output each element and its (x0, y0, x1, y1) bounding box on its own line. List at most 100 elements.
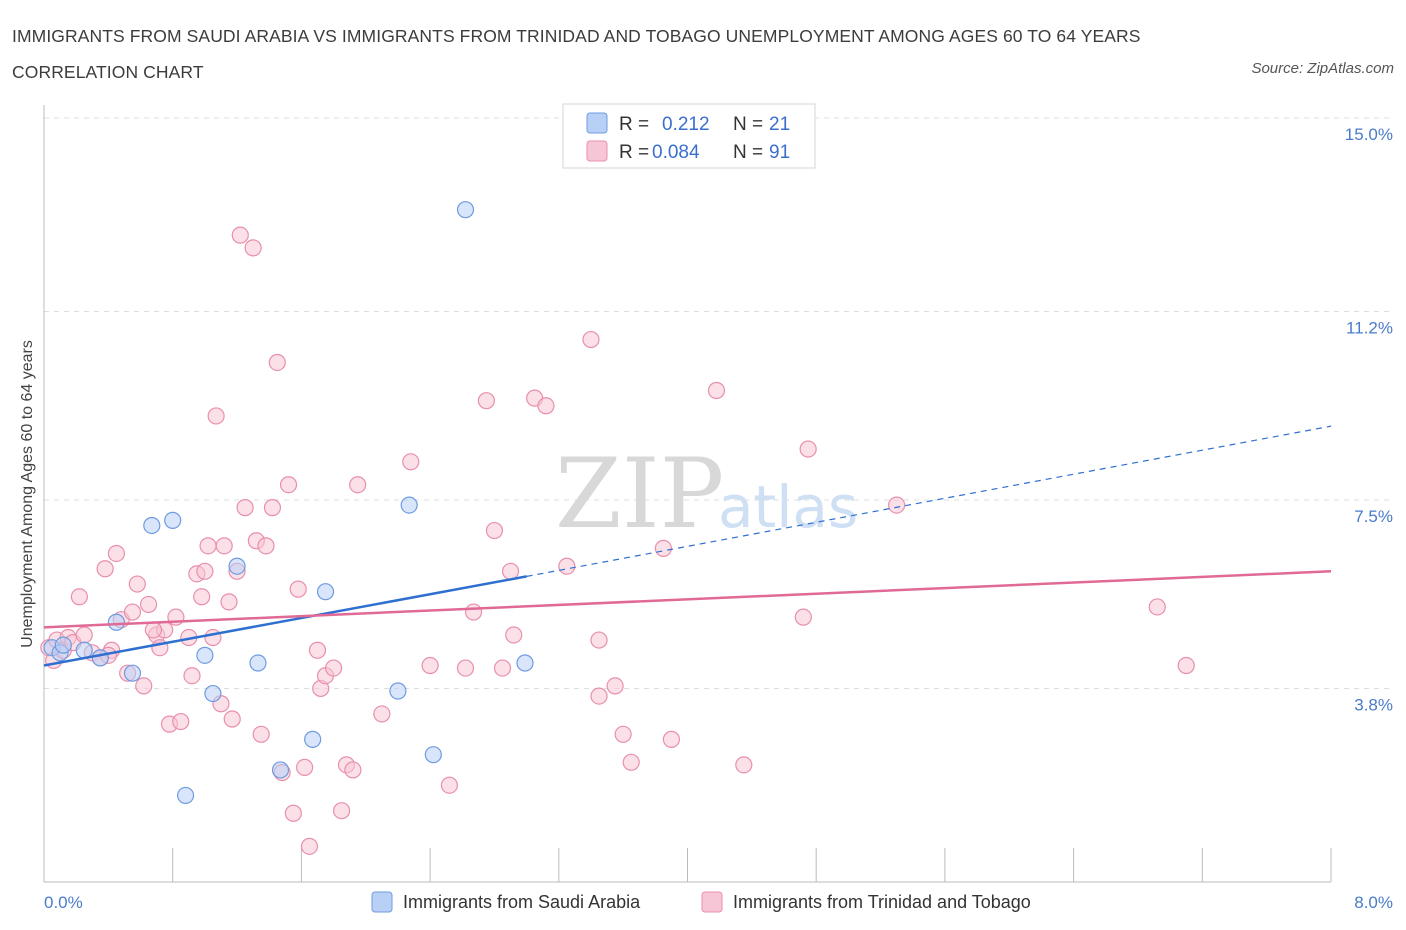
trinidad-point-70 (505, 626, 523, 644)
trinidad-point-85 (888, 496, 906, 514)
trinidad-point-17 (135, 677, 153, 695)
trinidad-point-35 (220, 593, 238, 611)
bottom-legend-label-saudi: Immigrants from Saudi Arabia (403, 892, 641, 912)
stats-n-label-2: N = (733, 142, 763, 163)
chart-title: IMMIGRANTS FROM SAUDI ARABIA VS IMMIGRAN… (12, 26, 1141, 82)
trinidad-point-51 (300, 837, 319, 855)
y-tick-label-0: 3.8% (1354, 695, 1393, 714)
stats-legend-swatch-pink (586, 140, 608, 162)
source-label: Source: ZipAtlas.com (1251, 60, 1394, 77)
trinidad-point-42 (252, 725, 270, 743)
bottom-legend-swatch-pink (701, 891, 723, 913)
trinidad-point-76 (606, 677, 624, 695)
bottom-legend-swatch-blue (371, 891, 393, 913)
trinidad-point-86 (1148, 598, 1166, 616)
trinidad-point-69 (501, 562, 520, 580)
stats-legend: R = 0.212 N = 21 R = 0.084 N = 91 (562, 103, 816, 169)
trinidad-point-12 (107, 544, 125, 563)
saudi-point-7 (143, 516, 161, 535)
trinidad-point-67 (485, 521, 504, 540)
regression-lines (43, 425, 1332, 667)
stats-r-label-2: R = (619, 142, 649, 163)
trinidad-point-31 (204, 628, 222, 647)
trinidad-point-89 (144, 621, 162, 639)
saudi-point-13 (249, 654, 267, 672)
trinidad-point-73 (558, 557, 576, 575)
trinidad-point-49 (289, 580, 307, 598)
trinidad-point-78 (622, 753, 640, 771)
trinidad-point-36 (223, 710, 241, 728)
saudi-point-18 (400, 496, 418, 514)
trinidad-point-6 (70, 588, 88, 606)
trinidad-point-18 (139, 595, 158, 614)
saudi-point-4 (91, 649, 109, 667)
trinidad-point-43 (257, 537, 275, 555)
series-saudi-points (43, 201, 534, 805)
stats-n-label-1: N = (733, 114, 763, 135)
bottom-legend-label-trinidad: Immigrants from Trinidad and Tobago (733, 892, 1031, 912)
trinidad-point-60 (373, 705, 391, 723)
trinidad-point-10 (96, 560, 114, 578)
trinidad-point-59 (349, 476, 367, 494)
trinidad-point-61 (402, 453, 420, 471)
trinidad-point-65 (464, 603, 483, 621)
watermark: ZIP atlas (555, 438, 858, 550)
series-trinidad-points (40, 226, 1195, 855)
stats-n-value-1: 21 (769, 114, 790, 135)
saudi-point-6 (123, 664, 142, 682)
trinidad-point-15 (123, 603, 142, 621)
trinidad-point-50 (296, 758, 314, 777)
trinidad-point-74 (582, 330, 600, 349)
trinidad-point-68 (493, 659, 512, 677)
saudi-point-9 (176, 786, 195, 805)
trinidad-point-56 (333, 802, 351, 820)
trinidad-point-40 (244, 239, 262, 257)
saudi-point-10 (196, 646, 214, 664)
bottom-legend: Immigrants from Saudi Arabia Immigrants … (371, 891, 1031, 913)
saudi-point-2 (54, 636, 72, 654)
stats-r-label-1: R = (619, 114, 649, 135)
grid-lines (44, 117, 1393, 689)
trinidad-point-77 (614, 725, 632, 743)
saudi-point-11 (204, 684, 222, 703)
trinidad-point-24 (172, 712, 190, 731)
y-tick-label-2: 11.2% (1346, 319, 1393, 338)
trinidad-point-52 (308, 641, 327, 659)
trinidad-point-26 (183, 667, 201, 685)
trinidad-point-47 (279, 476, 298, 494)
trinidad-point-58 (344, 761, 362, 779)
trinidad-point-34 (215, 537, 233, 555)
saudi-point-14 (271, 761, 290, 779)
saudi-point-21 (516, 654, 534, 672)
stats-r-value-2: 0.084 (652, 142, 700, 163)
trinidad-point-30 (199, 537, 217, 555)
trinidad-point-82 (735, 756, 753, 774)
trinidad-point-48 (284, 804, 302, 822)
trinidad-point-44 (263, 499, 282, 517)
stats-n-value-2: 91 (769, 142, 790, 163)
watermark-atlas: atlas (718, 473, 858, 541)
trinidad-point-29 (196, 562, 214, 580)
trinidad-point-80 (662, 730, 681, 748)
y-tick-label-3: 15.0% (1345, 125, 1393, 144)
trinidad-point-28 (193, 588, 211, 606)
watermark-zip: ZIP (555, 438, 724, 550)
saudi-regression-line (43, 575, 527, 667)
trinidad-point-66 (477, 392, 496, 410)
trinidad-point-16 (128, 575, 146, 593)
trinidad-point-72 (537, 397, 555, 415)
saudi-point-16 (316, 583, 335, 601)
trinidad-point-81 (707, 381, 726, 400)
trinidad-point-45 (268, 353, 286, 372)
saudi-point-20 (456, 201, 475, 219)
stats-r-value-1: 0.212 (662, 114, 710, 135)
saudi-point-5 (107, 613, 125, 631)
stats-legend-swatch-blue (586, 112, 608, 134)
trinidad-point-87 (1177, 656, 1195, 675)
x-tick-label-max: 8.0% (1354, 893, 1393, 912)
trinidad-point-79 (654, 539, 672, 557)
trinidad-regression-line (43, 570, 1332, 629)
saudi-point-17 (389, 682, 407, 700)
trinidad-point-32 (207, 407, 225, 425)
